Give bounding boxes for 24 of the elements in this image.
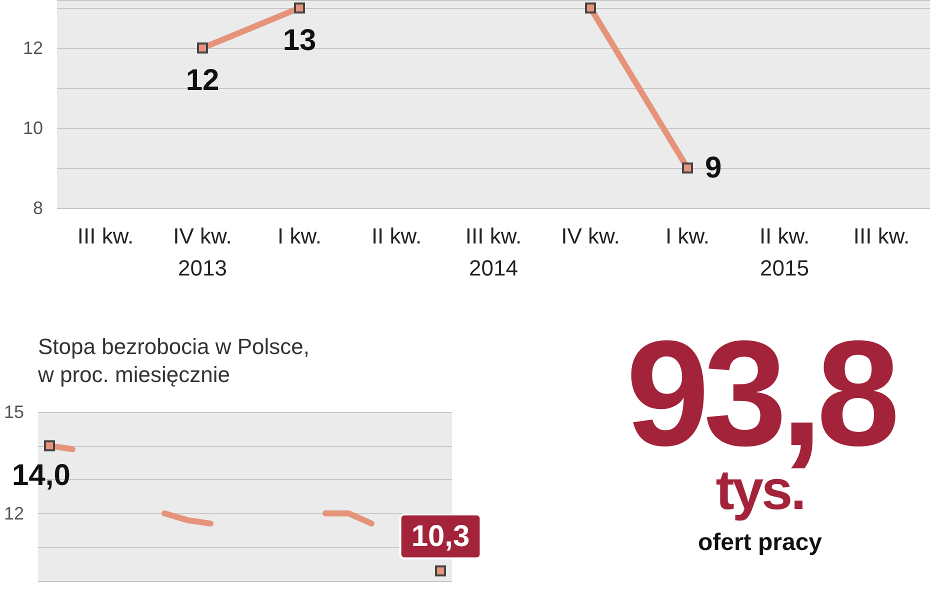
data-label: 14,0 [12,458,70,492]
x-tick-label: I kw. [277,224,322,248]
point [294,2,305,14]
y-tick-label: 10 [22,118,43,138]
y-tick-label: 15 [4,402,24,422]
x-tick-label: I kw. [665,224,710,248]
x-tick-label: III kw. [853,224,910,248]
x-tick-label: II kw. [371,224,422,248]
data-label: 9 [705,152,722,184]
x-tick-label: III kw. [77,224,134,248]
y-tick-label: 8 [32,198,43,218]
y-tick-label: 12 [22,38,43,58]
text: ofert pracy [696,528,824,558]
data-label: 12 [186,64,220,97]
chart-title: Stopa bezrobocia w Polsce, w proc. miesięcznie [38,333,310,389]
point [197,42,208,54]
data-label: 10,3 [411,520,470,553]
data-label: 13 [282,24,316,57]
point [585,2,596,14]
x-tick-label: IV kw. 2013 [173,224,232,280]
x-tick-label: II kw. 2015 [759,224,810,280]
point [682,162,693,174]
x-tick-label: III kw. 2014 [465,224,522,280]
x-tick-label: IV kw. [561,224,620,248]
